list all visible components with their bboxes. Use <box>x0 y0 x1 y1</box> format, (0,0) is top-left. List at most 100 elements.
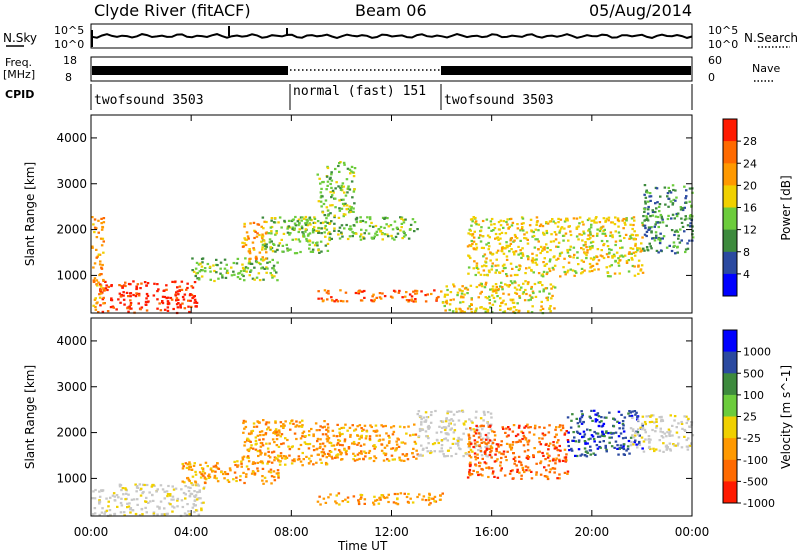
colorbar-swatch <box>723 119 737 142</box>
freq-left-tick-top: 18 <box>63 54 77 67</box>
freq-right-tick-bottom: 0 <box>708 71 715 84</box>
scatter-region <box>261 215 332 255</box>
cpid-segment-3: twofsound 3503 <box>444 93 554 108</box>
colorbar-swatch <box>723 373 737 396</box>
time-axis: 00:00 04:00 08:00 12:00 16:00 20:00 00:00 <box>74 525 710 539</box>
scatter-region <box>441 280 557 315</box>
colorbar-tick-label: 20 <box>743 179 757 192</box>
colorbar-tick-label: 8 <box>743 246 750 259</box>
beam-title: Beam 06 <box>355 1 427 20</box>
y-tick-label: 1000 <box>56 268 87 282</box>
colorbar-swatch <box>723 330 737 353</box>
noise-sky-label: N.Sky <box>3 31 37 45</box>
noise-search-label: N.Search <box>744 31 798 45</box>
colorbar-title: Velocity [m s^-1] <box>779 365 793 469</box>
scatter-region <box>91 483 206 517</box>
freq-label-1: Freq. <box>5 56 32 69</box>
x-tick-label: 08:00 <box>274 525 309 539</box>
colorbar-tick-label: -1000 <box>743 497 775 510</box>
colorbar-swatch <box>723 481 737 504</box>
colorbar-tick-label: 12 <box>743 224 757 237</box>
power-data-cells <box>91 161 695 315</box>
colorbar-tick-label: 500 <box>743 367 764 380</box>
y-axis-label: Slant Range [km] <box>23 365 37 469</box>
colorbar-tick-label: -500 <box>743 475 768 488</box>
noise-right-tick-bottom: 10^0 <box>708 38 738 51</box>
colorbar-swatch <box>723 438 737 461</box>
x-tick-label: 20:00 <box>575 525 610 539</box>
y-tick-label: 2000 <box>56 426 87 440</box>
colorbar-swatch <box>723 251 737 275</box>
colorbar-swatch <box>723 141 737 164</box>
noise-left-tick-top: 10^5 <box>54 24 84 37</box>
colorbar-tick-label: 24 <box>743 157 757 170</box>
y-tick-label: 4000 <box>56 334 87 348</box>
y-tick-label: 2000 <box>56 223 87 237</box>
colorbar-tick-label: 16 <box>743 202 757 215</box>
station-title: Clyde River (fitACF) <box>94 1 251 20</box>
velocity-colorbar: 1000 500 100 25 -25 -100 -500 -1000 Velocity [m … <box>722 329 793 510</box>
x-tick-label: 04:00 <box>174 525 209 539</box>
colorbar-swatch <box>723 394 737 417</box>
colorbar-tick-label: 100 <box>743 389 764 402</box>
scatter-region <box>91 216 106 314</box>
scatter-region <box>629 414 695 453</box>
colorbar-swatch <box>723 185 737 208</box>
date-title: 05/Aug/2014 <box>589 1 692 20</box>
cpid-segment-1: twofsound 3503 <box>94 93 204 108</box>
scatter-region <box>316 492 444 506</box>
freq-right-tick-top: 60 <box>708 54 722 67</box>
x-axis-label: Time UT <box>337 539 388 553</box>
colorbar-tick-label: 4 <box>743 268 750 281</box>
noise-left-tick-bottom: 10^0 <box>54 38 84 51</box>
y-tick-label: 3000 <box>56 380 87 394</box>
colorbar-title: Power [dB] <box>779 175 793 240</box>
scatter-region <box>317 289 443 303</box>
colorbar-tick-label: 28 <box>743 135 757 148</box>
scatter-region <box>191 257 279 283</box>
nave-label: Nave <box>752 62 780 75</box>
colorbar-swatch <box>723 416 737 439</box>
colorbar-swatch <box>723 459 737 482</box>
scatter-region <box>642 184 695 255</box>
y-tick-label: 1000 <box>56 471 87 485</box>
freq-label-2: [MHz] <box>3 68 35 81</box>
y-tick-label: 4000 <box>56 131 87 145</box>
power-panel: 1000 2000 3000 4000 Slant Range [km] 4 8 12 16 20… <box>23 114 793 315</box>
noise-right-tick-top: 10^5 <box>708 24 738 37</box>
scatter-region <box>316 423 419 463</box>
colorbar-tick-label: 25 <box>743 411 757 424</box>
scatter-region <box>466 216 645 278</box>
colorbar-swatch <box>723 163 737 186</box>
colorbar-swatch <box>723 273 737 297</box>
frequency-panel-frame <box>90 56 693 82</box>
cpid-label: CPID <box>5 88 34 101</box>
colorbar-swatch <box>723 207 737 231</box>
scatter-region <box>181 460 280 485</box>
scatter-region <box>316 161 357 218</box>
power-colorbar: 4 8 12 16 20 24 28 Power [dB] <box>722 118 793 297</box>
scatter-region <box>98 280 199 315</box>
colorbar-tick-label: 1000 <box>743 346 771 359</box>
noise-sky-line <box>91 32 693 40</box>
cpid-segment-2: normal (fast) 151 <box>293 84 426 99</box>
scatter-region <box>291 215 419 241</box>
colorbar-swatch <box>723 351 737 374</box>
x-tick-label: 12:00 <box>374 525 409 539</box>
cpid-panel: CPID twofsound 3503 normal (fast) 151 tw… <box>5 84 693 110</box>
velocity-data-cells <box>91 409 695 517</box>
colorbar-swatch <box>723 229 737 253</box>
noise-panel: N.Sky 10^5 10^0 10^5 10^0 N.Search <box>3 23 798 51</box>
colorbar-tick-label: -25 <box>743 432 761 445</box>
scatter-region <box>241 220 268 263</box>
x-tick-label: 00:00 <box>74 525 109 539</box>
frequency-panel: Freq. [MHz] 18 8 60 0 Nave <box>3 54 780 84</box>
scatter-region <box>466 423 570 481</box>
frequency-band-2 <box>441 66 691 75</box>
scatter-region <box>241 419 331 467</box>
freq-left-tick-bottom: 8 <box>65 71 72 84</box>
colorbar-tick-label: -100 <box>743 454 768 467</box>
x-tick-label: 00:00 <box>675 525 710 539</box>
